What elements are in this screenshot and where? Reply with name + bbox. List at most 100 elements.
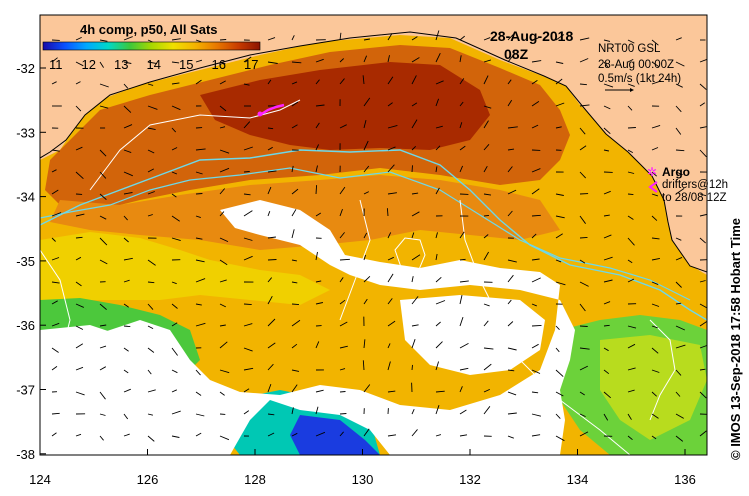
current-arrow [555, 61, 564, 64]
current-arrow [243, 388, 250, 393]
current-arrow [291, 407, 294, 415]
current-arrow [483, 320, 489, 327]
current-arrow [675, 237, 682, 241]
current-arrow [699, 102, 706, 107]
current-arrow [99, 259, 108, 265]
current-arrow [99, 83, 109, 88]
current-arrow [243, 323, 253, 327]
current-arrow [603, 234, 612, 239]
current-arrow [195, 193, 203, 195]
contour-white-5 [649, 319, 676, 421]
contour-white-1 [89, 99, 301, 191]
current-arrow [603, 347, 609, 352]
current-arrow [555, 233, 563, 239]
current-arrow [219, 149, 230, 154]
contour-white-4 [459, 199, 631, 455]
current-arrow [651, 147, 659, 151]
current-arrow [411, 211, 420, 217]
current-arrow [147, 105, 158, 110]
current-arrow [315, 280, 322, 283]
current-arrow [123, 388, 131, 393]
current-arrow [555, 126, 562, 129]
current-arrow [291, 369, 300, 372]
current-arrow [363, 232, 368, 239]
current-arrow [75, 81, 81, 85]
info-line-3: 0.5m/s (1kt 24h) [598, 73, 681, 85]
current-arrow [459, 434, 468, 437]
current-arrow [483, 37, 491, 41]
current-arrow [699, 321, 707, 327]
current-arrow [411, 409, 415, 415]
current-arrow [555, 193, 564, 196]
current-arrow [483, 347, 494, 350]
argo-label: Argo [662, 165, 690, 179]
current-arrow [195, 303, 202, 306]
current-arrow [603, 214, 610, 217]
current-arrow [435, 434, 442, 437]
current-arrow [147, 389, 156, 393]
current-arrow [627, 259, 633, 264]
current-arrow [555, 78, 563, 85]
current-arrow [363, 55, 368, 63]
current-arrow [603, 324, 610, 327]
current-arrow [555, 34, 565, 41]
current-arrow [123, 257, 133, 261]
current-arrow [123, 237, 129, 243]
current-arrow [459, 231, 465, 239]
current-arrow [603, 149, 609, 152]
current-arrow [99, 413, 106, 416]
current-arrow [579, 259, 586, 264]
current-arrow [147, 61, 158, 65]
info-line-2: 28-Aug 00:00Z [598, 59, 674, 71]
current-arrow [435, 30, 440, 41]
current-arrow [699, 303, 707, 308]
current-arrow [147, 191, 155, 195]
current-arrow [555, 391, 564, 397]
current-arrow [387, 361, 391, 371]
current-arrow [99, 324, 107, 327]
current-arrow [603, 301, 611, 305]
current-arrow [99, 171, 107, 179]
current-arrow [531, 434, 541, 437]
current-arrow [555, 259, 562, 263]
current-arrow [387, 390, 396, 393]
current-arrow [603, 391, 611, 399]
current-arrow [411, 119, 418, 129]
current-arrow [171, 82, 180, 85]
current-arrow [51, 432, 57, 437]
current-arrow [171, 127, 177, 133]
current-arrow [411, 145, 417, 151]
argo-legend-icon: ✲ [647, 165, 657, 179]
current-arrow [51, 57, 58, 63]
current-arrow [171, 347, 178, 356]
current-arrow [219, 61, 226, 65]
current-arrow [627, 127, 636, 129]
current-arrow [339, 186, 346, 195]
latitude-tick-label: -35 [16, 254, 35, 269]
current-arrow [315, 302, 323, 305]
current-arrow [362, 75, 365, 85]
colorbar-tick-label: 14 [147, 57, 161, 72]
current-arrow [243, 121, 251, 129]
current-arrow [339, 345, 348, 349]
current-arrow [387, 146, 396, 151]
current-arrow [459, 343, 469, 349]
current-arrow [363, 140, 369, 151]
colorbar-tick-label: 17 [244, 57, 258, 72]
current-arrow [219, 341, 228, 349]
current-arrow [459, 280, 469, 283]
current-arrow [219, 126, 226, 129]
current-arrow [339, 277, 344, 283]
current-arrow [363, 384, 371, 393]
current-arrow [627, 435, 633, 441]
current-arrow [483, 75, 489, 85]
current-arrow [387, 256, 394, 261]
current-arrow [387, 298, 393, 305]
current-arrow [315, 165, 318, 173]
current-arrow [651, 257, 660, 261]
current-arrow [243, 193, 251, 196]
current-arrow [291, 188, 299, 195]
current-arrow [195, 148, 206, 151]
current-arrow [291, 432, 298, 437]
current-arrow [579, 281, 589, 287]
